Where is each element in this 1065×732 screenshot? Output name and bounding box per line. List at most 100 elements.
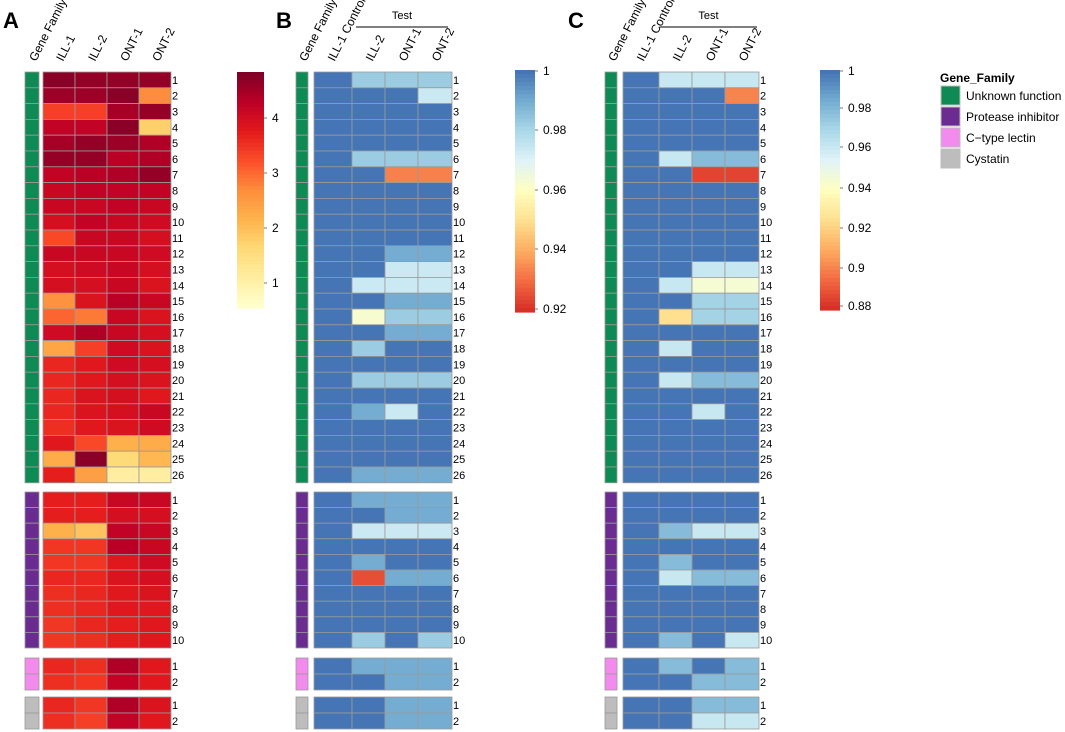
row-label-B-g2-r10: 10 [453,635,465,647]
colorbar-band-C-10 [820,106,840,111]
heat-cell-B-g1-r4-c2 [351,119,386,136]
heat-cell-A-g3-r2-c1 [42,673,76,691]
colorbar-band-C-48 [820,258,840,263]
heat-cell-B-g2-r3-c1 [313,522,353,540]
heat-cell-A-g1-r19-c3 [106,355,140,373]
row-label-C-g1-r3: 3 [760,107,766,119]
heat-cell-A-g1-r8-c4 [138,182,172,199]
heat-cell-C-g1-r10-c1 [622,213,660,231]
heat-cell-B-g2-r4-c2 [351,538,386,555]
heat-cell-C-g1-r14-c1 [622,276,660,294]
family-cell-B-g2-r3 [295,522,309,540]
row-label-A-g1-r14: 14 [172,280,184,292]
heat-cell-B-g1-r14-c3 [384,276,419,294]
heat-cell-A-g2-r5-c2 [74,554,108,571]
family-cell-C-g1-r6 [604,150,618,168]
heat-cell-A-g1-r14-c4 [138,276,172,294]
heat-cell-B-g1-r25-c2 [351,450,386,468]
row-label-C-g2-r8: 8 [760,604,766,616]
colorbar-band-B-27 [515,174,535,180]
colorbar-band-A-57 [237,292,264,297]
family-cell-B-g1-r15 [295,292,309,310]
heat-cell-C-g1-r10-c2 [658,213,693,231]
heat-cell-C-g1-r12-c3 [691,245,726,263]
heat-cell-A-g1-r4-c2 [74,119,108,136]
heat-cell-B-g1-r7-c4 [417,166,453,184]
row-label-C-g4-r2: 2 [760,716,766,728]
row-label-B-g1-r9: 9 [453,201,459,213]
family-cell-B-g1-r21 [295,387,309,405]
heat-cell-B-g1-r16-c1 [313,308,353,326]
row-label-B-g1-r4: 4 [453,122,459,134]
heat-cell-C-g1-r5-c3 [691,134,726,152]
heat-cell-A-g1-r20-c3 [106,371,140,389]
heat-cell-B-g3-r1-c4 [417,657,453,675]
heat-cell-A-g1-r15-c3 [106,292,140,310]
colorbar-band-A-31 [237,190,264,195]
row-label-A-g2-r1: 1 [172,495,178,507]
row-label-B-g1-r2: 2 [453,91,459,103]
family-cell-C-g2-r3 [604,522,618,540]
heat-cell-A-g2-r2-c3 [106,507,140,524]
colorbar-band-B-47 [515,255,535,261]
heat-cell-C-g1-r26-c3 [691,466,726,484]
heat-cell-A-g3-r1-c4 [138,657,172,675]
colorbar-band-A-7 [237,95,264,101]
heat-cell-C-g2-r1-c3 [691,491,726,509]
heat-cell-B-g1-r15-c1 [313,292,353,310]
family-cell-A-g1-r16 [24,308,40,326]
family-cell-A-g1-r5 [24,134,40,152]
colorbar-band-A-18 [237,138,264,144]
colorbar-band-B-29 [515,182,535,188]
colorbar-tick-label-B-3: 0.96 [543,183,567,197]
colorbar-band-B-23 [515,158,535,164]
row-label-A-g1-r19: 19 [172,359,184,371]
heat-cell-B-g4-r2-c1 [313,712,353,730]
heat-cell-B-g1-r4-c1 [313,119,353,136]
heat-cell-A-g1-r19-c1 [42,355,76,373]
row-label-A-g1-r13: 13 [172,265,184,277]
colorbar-band-A-24 [237,162,264,167]
heat-cell-B-g1-r8-c1 [313,182,353,199]
family-cell-A-g1-r24 [24,434,40,452]
heat-cell-C-g1-r19-c4 [724,355,760,373]
heat-cell-C-g2-r9-c4 [724,616,760,633]
heat-cell-A-g1-r9-c1 [42,197,76,215]
colorbar-band-A-1 [237,72,264,77]
row-label-A-g1-r20: 20 [172,375,184,387]
heat-cell-B-g1-r20-c2 [351,371,386,389]
family-cell-C-g1-r3 [604,103,618,120]
colorbar-band-B-13 [515,118,535,124]
row-label-C-g1-r6: 6 [760,154,766,166]
heat-cell-C-g1-r21-c4 [724,387,760,405]
heat-cell-A-g1-r24-c3 [106,434,140,452]
heat-cell-C-g1-r9-c3 [691,197,726,215]
colorbar-band-A-51 [237,268,264,274]
heat-cell-B-g2-r4-c4 [417,538,453,555]
colorbar-band-C-26 [820,170,840,175]
row-label-A-g1-r2: 2 [172,91,178,103]
heat-cell-C-g2-r10-c4 [724,632,760,649]
heat-cell-C-g4-r2-c3 [691,712,726,730]
heat-cell-C-g2-r1-c2 [658,491,693,509]
row-label-B-g4-r2: 2 [453,716,459,728]
colorbar-tick-label-A-2: 3 [272,166,279,180]
family-cell-A-g1-r22 [24,403,40,420]
heat-cell-C-g2-r1-c1 [622,491,660,509]
row-label-B-g1-r20: 20 [453,375,465,387]
family-cell-B-g1-r22 [295,403,309,420]
heat-cell-A-g4-r2-c3 [106,712,140,730]
colorbar-band-C-25 [820,166,840,171]
heat-cell-C-g4-r1-c3 [691,696,726,714]
family-cell-A-g3-r2 [24,673,40,691]
heat-cell-B-g1-r18-c3 [384,340,419,357]
column-header-C-2: ILL-2 [670,32,695,63]
row-label-A-g1-r3: 3 [172,107,178,119]
heat-cell-B-g1-r26-c4 [417,466,453,484]
colorbar-tick-label-B-4: 0.94 [543,242,567,256]
heat-cell-A-g1-r3-c4 [138,103,172,120]
heat-cell-C-g2-r3-c1 [622,522,660,540]
heat-cell-C-g1-r25-c4 [724,450,760,468]
colorbar-band-B-20 [515,146,535,152]
row-label-B-g1-r12: 12 [453,249,465,261]
